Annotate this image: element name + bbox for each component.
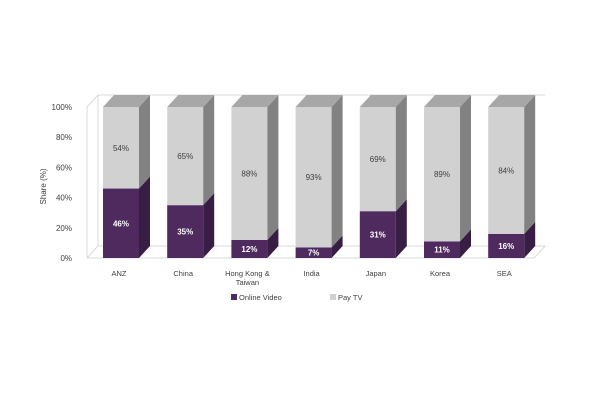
data-label-china-pay-tv: 65%	[177, 152, 193, 161]
x-tick-label-japan: Japan	[366, 269, 386, 278]
bar-china-pay-tv-side	[203, 95, 215, 206]
y-tick-label-100: 100%	[52, 103, 72, 112]
floor-left-edge	[86, 245, 99, 259]
bar-korea-online-video	[424, 241, 460, 258]
bar-hong-kong-taiwan-online-video-side	[267, 227, 279, 258]
data-label-hong-kong-taiwan-pay-tv: 88%	[241, 169, 257, 178]
wall-left-top-edge	[86, 94, 99, 108]
y-tick-label-60: 60%	[56, 163, 72, 172]
x-tick-label-sea: SEA	[497, 269, 512, 278]
bar-korea-online-video-side	[460, 229, 471, 258]
data-label-anz-online-video: 46%	[113, 219, 129, 228]
bar-anz-pay-tv	[103, 107, 139, 189]
bar-china-pay-tv-top	[167, 95, 215, 107]
data-label-india-pay-tv: 93%	[306, 173, 322, 182]
bar-stack-japan: 31% 69%	[359, 95, 407, 258]
bar-stack-anz: 46% 54%	[103, 95, 150, 258]
data-label-japan-online-video: 31%	[370, 231, 386, 240]
data-label-india-online-video: 7%	[308, 249, 320, 258]
y-axis-title: Share (%)	[39, 168, 48, 204]
bar-stack-sea: 16% 84%	[488, 95, 536, 258]
bar-anz-online-video	[103, 188, 139, 258]
data-label-korea-pay-tv: 89%	[434, 170, 450, 179]
legend-swatch-pay-tv	[330, 294, 336, 300]
bar-sea-pay-tv	[488, 107, 525, 234]
data-label-japan-pay-tv: 69%	[370, 155, 386, 164]
bar-china-online-video	[167, 205, 204, 258]
bar-sea-pay-tv-top	[488, 95, 536, 107]
bar-anz-pay-tv-side	[139, 95, 150, 189]
y-tick-label-80: 80%	[56, 133, 72, 142]
legend-swatch-online-video	[231, 294, 237, 300]
bar-stack-korea: 11% 89%	[424, 95, 471, 258]
x-tick-label-hong-kong-taiwan-line2: Taiwan	[236, 278, 259, 287]
data-label-hong-kong-taiwan-online-video: 12%	[241, 245, 257, 254]
x-tick-label-india: India	[303, 269, 320, 278]
bar-hong-kong-taiwan-pay-tv-side	[267, 95, 279, 240]
data-label-sea-online-video: 16%	[498, 242, 514, 251]
data-label-anz-pay-tv: 54%	[113, 144, 129, 153]
bars-group: 46% 54% 35% 65% 12% 88% 7% 93% 31% 69% 11% 89% 16% 84…	[103, 95, 536, 258]
bar-india-pay-tv-side	[331, 95, 343, 248]
y-tick-label-0: 0%	[60, 254, 72, 263]
bar-sea-pay-tv-side	[524, 95, 536, 234]
bar-japan-pay-tv-top	[359, 95, 407, 107]
bar-japan-pay-tv-side	[395, 95, 407, 212]
bar-japan-online-video	[359, 211, 396, 258]
data-label-china-online-video: 35%	[177, 228, 193, 237]
bar-india-pay-tv-top	[295, 95, 343, 107]
bar-korea-pay-tv-top	[424, 95, 471, 107]
x-axis-labels: ANZ China Hong Kong &Taiwan India Japan Korea…	[112, 269, 512, 287]
bar-anz-pay-tv-top	[103, 95, 150, 107]
bar-anz-online-video-side	[139, 176, 150, 258]
bar-stack-china: 35% 65%	[167, 95, 215, 258]
bar-india-online-video	[295, 247, 332, 258]
x-tick-label-korea: Korea	[430, 269, 451, 278]
bar-stack-india: 7% 93%	[295, 95, 343, 258]
data-label-sea-pay-tv: 84%	[498, 166, 514, 175]
legend: Online Video Pay TV	[231, 293, 362, 302]
legend-label-pay-tv: Pay TV	[338, 293, 362, 302]
bar-hong-kong-taiwan-pay-tv-top	[231, 95, 279, 107]
x-tick-label-china: China	[173, 269, 193, 278]
bar-sea-online-video-side	[524, 221, 536, 258]
legend-item-pay-tv: Pay TV	[330, 293, 362, 302]
y-axis: 0% 20% 40% 60% 80% 100% Share (%)	[39, 103, 88, 263]
legend-item-online-video: Online Video	[231, 293, 282, 302]
bar-japan-pay-tv	[359, 107, 396, 212]
bar-japan-online-video-side	[395, 199, 407, 258]
y-tick-label-40: 40%	[56, 194, 72, 203]
bar-hong-kong-taiwan-pay-tv	[231, 107, 268, 240]
bar-sea-online-video	[488, 233, 525, 258]
bar-stack-hong-kong-taiwan: 12% 88%	[231, 95, 279, 258]
legend-label-online-video: Online Video	[239, 293, 282, 302]
bar-hong-kong-taiwan-online-video	[231, 239, 268, 258]
x-tick-label-hong-kong-taiwan: Hong Kong &	[225, 269, 270, 278]
floor-right-edge	[533, 245, 546, 259]
bar-korea-pay-tv-side	[460, 95, 471, 242]
y-tick-label-20: 20%	[56, 224, 72, 233]
bar-china-online-video-side	[203, 193, 215, 258]
bar-india-online-video-side	[331, 235, 343, 258]
x-tick-label-anz: ANZ	[112, 269, 127, 278]
data-label-korea-online-video: 11%	[434, 246, 450, 255]
bar-korea-pay-tv	[424, 107, 460, 242]
bar-india-pay-tv	[295, 107, 332, 248]
bar-china-pay-tv	[167, 107, 204, 206]
